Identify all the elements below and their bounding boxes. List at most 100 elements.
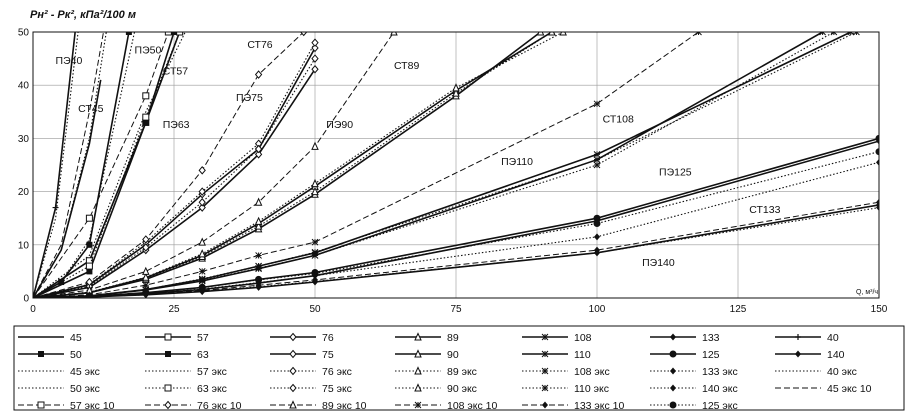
legend-swatch-marker [289, 332, 297, 342]
series-63 [33, 32, 177, 298]
series-point-63-eks [142, 113, 150, 121]
legend-label: 90 экс [447, 383, 477, 395]
legend-label: 75 [322, 349, 334, 361]
series-point-140-eks [876, 204, 879, 212]
legend-label: 108 экс [574, 366, 610, 378]
legend-swatch-marker [541, 384, 549, 392]
curve-label: СТ57 [163, 66, 188, 78]
legend-swatch-marker [670, 384, 676, 392]
legend-item-90: 90 [395, 349, 459, 361]
series-point-89-eks [254, 221, 263, 230]
legend-swatch-marker [541, 350, 549, 358]
legend-label: 57 [197, 332, 209, 344]
legend-item-89-eks: 89 экс [395, 366, 477, 378]
series-point-89-eks [548, 32, 556, 36]
legend-swatch-marker [670, 367, 676, 375]
legend-swatch-marker [289, 400, 297, 409]
series-line-89 [33, 32, 542, 298]
series-point-133-eks-10 [255, 281, 262, 289]
legend-item-76-eks-10: 76 экс 10 [145, 400, 242, 412]
legend-item-133-eks: 133 экс [650, 366, 738, 378]
series-110 [33, 32, 855, 298]
series-line-50-eks [33, 32, 136, 298]
series-89 [33, 32, 545, 298]
series-point-89-eks-10 [390, 32, 398, 36]
series-point-89-eks-10 [254, 197, 263, 206]
series-point-108-eks [311, 252, 319, 259]
legend-label: 45 экс 10 [827, 383, 872, 395]
series-point-76 [198, 203, 206, 212]
x-axis-label: Q, м³/ч [856, 289, 878, 296]
series-point-108-eks [593, 161, 601, 169]
legend-item-108: 108 [522, 332, 592, 344]
legend-item-125-eks: 125 экс [650, 400, 738, 412]
legend-item-89: 89 [395, 332, 459, 344]
legend-label: 50 экс [70, 383, 100, 395]
series-line-125-eks [33, 151, 879, 298]
series-125 [33, 134, 879, 298]
legend-label: 133 экс [702, 366, 738, 378]
legend-swatch-marker [37, 401, 45, 409]
series-point-133-eks-10 [594, 246, 600, 254]
curve-label: ПЭ75 [236, 92, 263, 104]
legend-swatch-marker [541, 333, 549, 341]
curve-label: СТ108 [603, 113, 634, 125]
legend-item-57: 57 [145, 332, 209, 344]
legend-swatch-marker [542, 401, 548, 409]
series-line-50 [33, 32, 130, 298]
legend-swatch-marker [289, 383, 297, 393]
legend-label: 50 [70, 349, 82, 361]
legend-item-75-eks: 75 экс [270, 383, 352, 395]
series-140 [33, 201, 879, 298]
series-point-76-eks-10 [300, 32, 308, 37]
legend-swatch-marker [164, 400, 172, 410]
series-point-108-eks-10 [255, 252, 262, 259]
legend-swatch-marker [414, 401, 422, 409]
legend-label: 89 экс [447, 366, 477, 378]
legend-item-40: 40 [775, 332, 839, 344]
legend-item-57-eks: 57 экс [145, 366, 227, 378]
series-line-76 [33, 68, 316, 298]
legend-item-90-eks: 90 экс [395, 383, 477, 395]
series-point-133-eks-10 [142, 290, 149, 298]
legend-item-108-eks-10: 108 экс 10 [395, 400, 498, 412]
series-point-89-eks-10 [142, 266, 150, 275]
series-40 [33, 32, 76, 298]
series-line-57-eks [33, 32, 186, 298]
legend-label: 89 экс 10 [322, 400, 367, 412]
series-line-133-eks-10 [33, 201, 879, 298]
series-125-eks [33, 148, 879, 298]
y-tick-label: 50 [18, 28, 30, 39]
series-point-90-eks [254, 216, 263, 225]
legend-item-50: 50 [18, 349, 82, 361]
series-point-133-eks [312, 272, 318, 280]
series-point-89-eks [452, 88, 460, 97]
legend-label: 57 экс [197, 366, 227, 378]
series-89-eks-10 [33, 32, 398, 298]
legend-item-45: 45 [18, 332, 82, 344]
legend-label: 57 экс 10 [70, 400, 115, 412]
series-57 [33, 32, 184, 298]
legend-label: 89 [447, 332, 459, 344]
series-point-63 [142, 119, 149, 126]
series-point-133 [876, 137, 879, 145]
curves [33, 32, 879, 298]
x-tick-label: 50 [309, 304, 321, 315]
y-tick-label: 10 [18, 240, 30, 251]
legend-item-108-eks: 108 экс [522, 366, 610, 378]
series-point-89-eks-10 [311, 141, 319, 150]
series-point-76 [311, 64, 319, 74]
legend-swatch-marker [669, 350, 677, 358]
series-point-90-eks [311, 178, 319, 188]
legend-item-76-eks: 76 экс [270, 366, 352, 378]
legend-label: 63 [197, 349, 209, 361]
curve-label: СТ45 [78, 103, 103, 115]
legend-item-75: 75 [270, 349, 334, 361]
series-45-eks [33, 32, 107, 298]
curve-label: СТ89 [394, 60, 419, 72]
series-point-50 [86, 241, 93, 248]
series-line-45-eks-10 [33, 32, 104, 298]
series-75 [33, 43, 319, 298]
legend-label: 40 [827, 332, 839, 344]
